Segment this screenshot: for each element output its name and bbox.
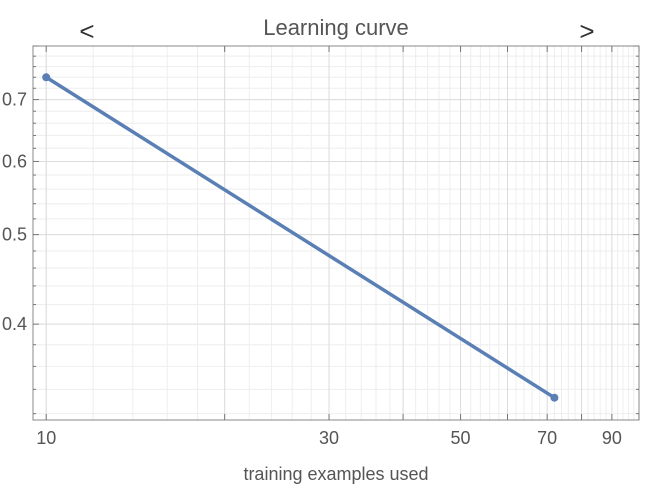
series-line [44,75,557,400]
y-tick-label: 0.4 [2,314,27,334]
tick-labels: 10 30 50 70 90 0.4 0.5 0.6 0.7 [2,90,622,448]
x-axis-label: training examples used [243,464,428,484]
data-point [42,73,51,82]
axis-ticks [33,45,640,420]
chart-title: Learning curve [263,15,409,40]
major-grid [33,45,640,420]
next-arrow-button[interactable]: > [579,16,594,46]
x-tick-label: 10 [36,428,56,448]
y-tick-label: 0.5 [2,225,27,245]
plot-frame [32,45,640,421]
x-tick-label: 50 [451,428,471,448]
x-tick-label: 90 [602,428,622,448]
y-tick-label: 0.6 [2,151,27,171]
y-tick-label: 0.7 [2,90,27,110]
x-tick-label: 70 [537,428,557,448]
data-point [550,393,559,402]
series-layer [42,73,559,402]
previous-arrow-button[interactable]: < [79,16,94,46]
x-tick-label: 30 [319,428,339,448]
minor-grid [33,45,639,420]
